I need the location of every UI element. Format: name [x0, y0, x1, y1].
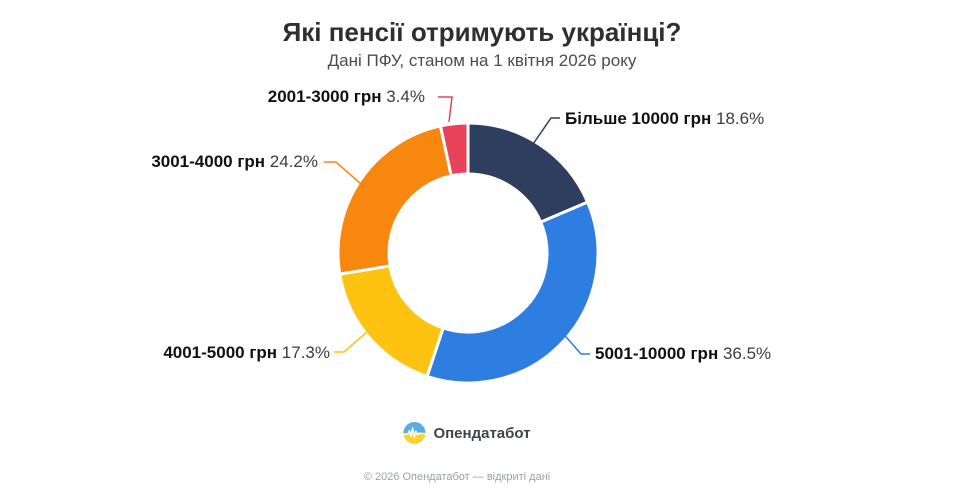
slice-label-name: 3001-4000 грн: [151, 152, 270, 171]
opendatabot-logo-icon: [403, 422, 426, 444]
slice-label-name: 5001-10000 грн: [595, 344, 723, 363]
slice-label-pct: 3.4%: [386, 87, 425, 106]
donut-slice-1[interactable]: [425, 200, 600, 385]
slice-label-3: 3001-4000 грн 24.2%: [151, 153, 318, 171]
slice-label-name: 4001-5000 грн: [163, 343, 282, 362]
slice-label-4: 2001-3000 грн 3.4%: [268, 88, 425, 106]
donut-slice-2[interactable]: [338, 264, 445, 378]
donut-slice-0[interactable]: [466, 121, 590, 224]
slice-connector-3: [324, 161, 362, 185]
slice-label-1: 5001-10000 грн 36.5%: [595, 345, 771, 363]
copyright-text: © 2026 Опендатабот — відкриті дані: [363, 471, 551, 483]
opendatabot-brand-link[interactable]: Опендатабот: [403, 422, 531, 444]
slice-label-0: Більше 10000 грн 18.6%: [565, 110, 764, 128]
chart-title: Які пенсії отримують українці?: [282, 17, 682, 47]
donut-slice-3[interactable]: [336, 124, 453, 276]
brand-name: Опендатабот: [433, 424, 531, 442]
slice-label-pct: 36.5%: [722, 344, 772, 363]
slice-label-pct: 17.3%: [281, 343, 330, 362]
slice-connector-0: [530, 117, 560, 148]
slice-label-pct: 24.2%: [269, 152, 318, 171]
slice-connector-2: [334, 330, 369, 353]
slice-label-name: 2001-3000 грн: [267, 87, 387, 106]
donut-slice-4[interactable]: [438, 121, 470, 178]
slice-label-pct: 18.6%: [716, 109, 765, 128]
slice-label-name: Більше 10000 грн: [565, 109, 716, 128]
slice-connector-1: [559, 329, 590, 355]
slice-label-2: 4001-5000 грн 17.3%: [163, 344, 330, 362]
slice-connector-4: [438, 96, 453, 123]
chart-subtitle: Дані ПФУ, станом на 1 квітня 2026 року: [327, 51, 637, 70]
